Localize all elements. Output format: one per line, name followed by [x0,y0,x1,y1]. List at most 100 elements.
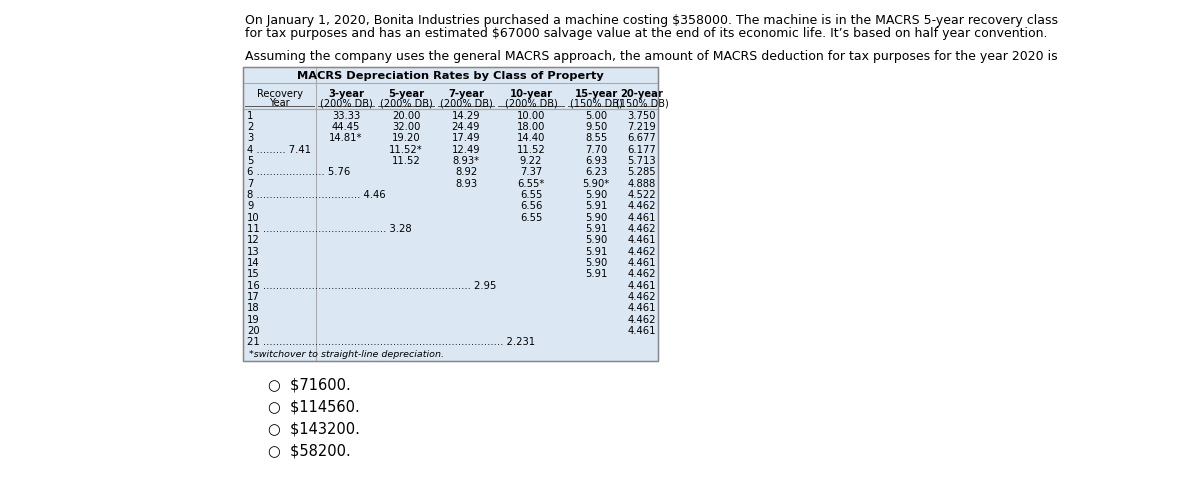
Text: 6.56: 6.56 [520,201,542,211]
Text: ○  $143200.: ○ $143200. [268,421,360,436]
Text: 19.20: 19.20 [391,133,420,143]
Text: 4.461: 4.461 [628,212,656,222]
Text: 17: 17 [247,291,259,302]
Text: 5.91: 5.91 [584,246,607,256]
Text: 20-year: 20-year [620,89,664,99]
Text: 6.177: 6.177 [628,144,656,154]
Text: 20.00: 20.00 [392,110,420,121]
Text: 44.45: 44.45 [332,122,360,132]
Text: 5.285: 5.285 [628,167,656,177]
Text: 8.92: 8.92 [455,167,478,177]
Text: On January 1, 2020, Bonita Industries purchased a machine costing $358000. The m: On January 1, 2020, Bonita Industries pu… [245,14,1058,27]
Text: 1: 1 [247,110,253,121]
Text: 14.40: 14.40 [517,133,545,143]
Text: 6.55*: 6.55* [517,178,545,188]
Text: 6 ..................... 5.76: 6 ..................... 5.76 [247,167,350,177]
Text: 20: 20 [247,325,259,335]
Text: 5.91: 5.91 [584,201,607,211]
Text: 16 ................................................................ 2.95: 16 .....................................… [247,280,497,290]
Text: (150% DB): (150% DB) [616,98,668,108]
Text: 4.462: 4.462 [628,201,656,211]
Text: 4.461: 4.461 [628,325,656,335]
Text: 4.888: 4.888 [628,178,656,188]
Text: 13: 13 [247,246,259,256]
Text: 7.70: 7.70 [584,144,607,154]
Text: 4.462: 4.462 [628,224,656,233]
Text: 15-year: 15-year [575,89,618,99]
Text: 4.461: 4.461 [628,257,656,268]
Text: Recovery: Recovery [257,89,302,99]
Text: 19: 19 [247,314,259,324]
Text: 21 .......................................................................... 2.: 21 .....................................… [247,337,535,347]
Text: 5: 5 [247,156,253,166]
Text: 10: 10 [247,212,259,222]
Text: 14.81*: 14.81* [329,133,362,143]
Text: 9: 9 [247,201,253,211]
Text: 4.522: 4.522 [628,190,656,199]
Text: MACRS Depreciation Rates by Class of Property: MACRS Depreciation Rates by Class of Pro… [298,71,604,81]
Text: 18: 18 [247,302,259,313]
Text: 5.91: 5.91 [584,224,607,233]
Text: ○  $114560.: ○ $114560. [268,399,360,414]
Text: 5.90: 5.90 [584,190,607,199]
Text: 5.713: 5.713 [628,156,656,166]
Text: 7.219: 7.219 [628,122,656,132]
Text: 3.750: 3.750 [628,110,656,121]
Text: (200% DB): (200% DB) [505,98,557,108]
Text: 8.55: 8.55 [584,133,607,143]
Text: for tax purposes and has an estimated $67000 salvage value at the end of its eco: for tax purposes and has an estimated $6… [245,27,1048,40]
Text: 8 ................................ 4.46: 8 ................................ 4.46 [247,190,385,199]
Text: 4.461: 4.461 [628,235,656,245]
Text: 5-year: 5-year [388,89,424,99]
Text: 4.462: 4.462 [628,269,656,279]
Text: 9.50: 9.50 [584,122,607,132]
Text: *switchover to straight-line depreciation.: *switchover to straight-line depreciatio… [250,349,444,358]
Text: 6.677: 6.677 [628,133,656,143]
Text: 4.461: 4.461 [628,280,656,290]
Text: 11.52: 11.52 [391,156,420,166]
Text: ○  $58200.: ○ $58200. [268,443,350,458]
Text: 5.00: 5.00 [584,110,607,121]
Text: 11 ...................................... 3.28: 11 .....................................… [247,224,412,233]
Text: 6.23: 6.23 [584,167,607,177]
Text: Assuming the company uses the general MACRS approach, the amount of MACRS deduct: Assuming the company uses the general MA… [245,50,1057,63]
Text: 5.90: 5.90 [584,235,607,245]
Text: 10-year: 10-year [510,89,552,99]
Text: 17.49: 17.49 [451,133,480,143]
Text: 10.00: 10.00 [517,110,545,121]
Text: 2: 2 [247,122,253,132]
Text: 12: 12 [247,235,259,245]
Text: 11.52*: 11.52* [389,144,422,154]
Text: 7-year: 7-year [448,89,484,99]
Text: 24.49: 24.49 [451,122,480,132]
Text: 9.22: 9.22 [520,156,542,166]
Text: 4.462: 4.462 [628,246,656,256]
Text: 18.00: 18.00 [517,122,545,132]
Text: 5.90: 5.90 [584,212,607,222]
Text: 4.462: 4.462 [628,291,656,302]
Text: (200% DB): (200% DB) [439,98,492,108]
Text: 4.461: 4.461 [628,302,656,313]
Text: (200% DB): (200% DB) [319,98,372,108]
Text: 4 ......... 7.41: 4 ......... 7.41 [247,144,311,154]
Text: (150% DB): (150% DB) [570,98,623,108]
Text: 7: 7 [247,178,253,188]
Text: ○  $71600.: ○ $71600. [268,377,350,392]
Text: 6.55: 6.55 [520,190,542,199]
Text: 15: 15 [247,269,259,279]
Text: 33.33: 33.33 [332,110,360,121]
Text: 5.90*: 5.90* [582,178,610,188]
Text: 6.93: 6.93 [584,156,607,166]
Text: 3-year: 3-year [328,89,364,99]
Text: 14: 14 [247,257,259,268]
Text: 5.90: 5.90 [584,257,607,268]
Text: 11.52: 11.52 [517,144,545,154]
Text: 4.462: 4.462 [628,314,656,324]
Text: (200% DB): (200% DB) [379,98,432,108]
Text: 3: 3 [247,133,253,143]
Text: 14.29: 14.29 [451,110,480,121]
Text: 6.55: 6.55 [520,212,542,222]
Text: 7.37: 7.37 [520,167,542,177]
Text: 8.93*: 8.93* [452,156,480,166]
Text: 8.93: 8.93 [455,178,478,188]
